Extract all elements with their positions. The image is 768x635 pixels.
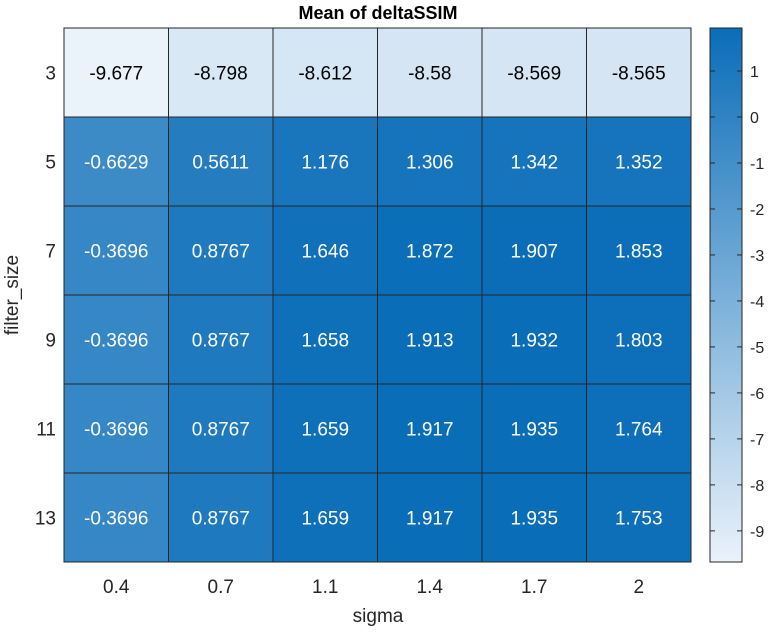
colorbar-tick-label: -9	[750, 524, 764, 541]
cell-value-label: 1.872	[406, 242, 454, 263]
heatmap-cell	[586, 472, 692, 563]
cell-value-label: -9.677	[89, 64, 143, 85]
y-tick-label: 3	[45, 64, 56, 85]
cell-value-label: 1.352	[615, 153, 663, 174]
heatmap-cell	[586, 27, 692, 118]
heatmap-cell	[272, 383, 378, 474]
colorbar-tick-label: -2	[750, 202, 764, 219]
cell-value-label: 1.753	[615, 509, 663, 530]
cell-value-label: 1.853	[615, 242, 663, 263]
heatmap-cell	[481, 27, 587, 118]
cell-value-label: 1.917	[406, 509, 454, 530]
colorbar-tick-label: 1	[750, 64, 759, 81]
heatmap-cell	[272, 205, 378, 296]
heatmap-cell	[168, 116, 274, 207]
colorbar-tick-label: -7	[750, 432, 764, 449]
heatmap-cell	[481, 383, 587, 474]
heatmap-cell	[377, 116, 483, 207]
chart-title: Mean of deltaSSIM	[298, 3, 457, 23]
cell-value-label: -8.798	[194, 64, 248, 85]
colorbar: 1 0 -1 -2 -3 -4 -5 -6 -7 -8 -9	[709, 27, 764, 563]
cell-value-label: 1.803	[615, 331, 663, 352]
cell-value-label: 1.764	[615, 420, 663, 441]
cell-value-label: 1.932	[510, 331, 558, 352]
heatmap-cell	[377, 383, 483, 474]
colorbar-tick-label: -8	[750, 478, 764, 495]
x-tick-label: 1.7	[521, 577, 547, 598]
cell-value-label: 1.935	[510, 509, 558, 530]
heatmap-cell	[481, 294, 587, 385]
colorbar-tick-label: -4	[750, 294, 764, 311]
cell-value-label: 1.935	[510, 420, 558, 441]
cell-value-label: 1.913	[406, 331, 454, 352]
x-axis-label: sigma	[353, 606, 404, 627]
x-tick-label: 1.4	[417, 577, 444, 598]
x-tick-label: 2	[633, 577, 644, 598]
cell-value-label: 1.917	[406, 420, 454, 441]
cell-value-label: 1.176	[301, 153, 349, 174]
heatmap-cell	[168, 27, 274, 118]
cell-value-label: -0.3696	[84, 420, 148, 441]
cell-value-label: -8.58	[408, 64, 451, 85]
y-tick-label: 11	[36, 420, 56, 441]
cell-value-label: 1.646	[301, 242, 349, 263]
cell-value-label: 0.8767	[192, 420, 250, 441]
heatmap-cell	[63, 27, 169, 118]
heatmap-cell	[481, 472, 587, 563]
y-tick-label: 13	[35, 509, 56, 530]
y-axis-label: filter_size	[2, 255, 23, 335]
cell-value-label: 1.659	[301, 509, 349, 530]
cell-value-label: 0.8767	[192, 331, 250, 352]
heatmap-cell-labels: -9.677 -8.798 -8.612 -8.58 -8.569 -8.565 -0.66…	[84, 64, 666, 530]
cell-value-label: -8.565	[612, 64, 666, 85]
cell-value-label: 1.659	[301, 420, 349, 441]
cell-value-label: -0.3696	[84, 331, 148, 352]
heatmap-cell	[63, 294, 169, 385]
x-axis-tick-labels: 0.4 0.7 1.1 1.4 1.7 2	[103, 577, 644, 598]
cell-value-label: -0.6629	[84, 153, 148, 174]
x-tick-label: 0.4	[103, 577, 130, 598]
heatmap-cell	[377, 27, 483, 118]
cell-value-label: -8.612	[298, 64, 352, 85]
colorbar-tick-label: -3	[750, 248, 764, 265]
heatmap-cell	[63, 205, 169, 296]
cell-value-label: -8.569	[507, 64, 561, 85]
cell-value-label: 0.8767	[192, 509, 250, 530]
heatmap-cell	[377, 294, 483, 385]
y-tick-label: 9	[45, 331, 56, 352]
cell-value-label: -0.3696	[84, 242, 148, 263]
heatmap-cell	[168, 294, 274, 385]
colorbar-tick-label: 0	[750, 110, 759, 127]
y-tick-label: 5	[45, 153, 56, 174]
heatmap-cells	[63, 27, 692, 563]
heatmap-cell	[481, 205, 587, 296]
cell-value-label: 1.658	[301, 331, 349, 352]
colorbar-tick-label: -6	[750, 386, 764, 403]
heatmap-cell	[168, 205, 274, 296]
cell-value-label: 0.8767	[192, 242, 250, 263]
x-tick-label: 1.1	[312, 577, 338, 598]
cell-value-label: 1.306	[406, 153, 454, 174]
heatmap-cell	[377, 205, 483, 296]
colorbar-gradient	[709, 27, 743, 563]
x-tick-label: 0.7	[208, 577, 234, 598]
heatmap-cell	[586, 116, 692, 207]
cell-value-label: 0.5611	[192, 153, 249, 174]
cell-value-label: 1.342	[510, 153, 558, 174]
y-tick-label: 7	[45, 242, 56, 263]
y-axis-tick-labels: 3 5 7 9 11 13	[35, 64, 56, 530]
colorbar-tick-label: -5	[750, 340, 764, 357]
heatmap-cell	[586, 205, 692, 296]
heatmap-cell	[63, 472, 169, 563]
cell-value-label: 1.907	[510, 242, 558, 263]
cell-value-label: -0.3696	[84, 509, 148, 530]
colorbar-tick-label: -1	[750, 156, 764, 173]
plot-border	[63, 27, 692, 563]
heatmap-cell	[63, 383, 169, 474]
heatmap-cell	[272, 294, 378, 385]
